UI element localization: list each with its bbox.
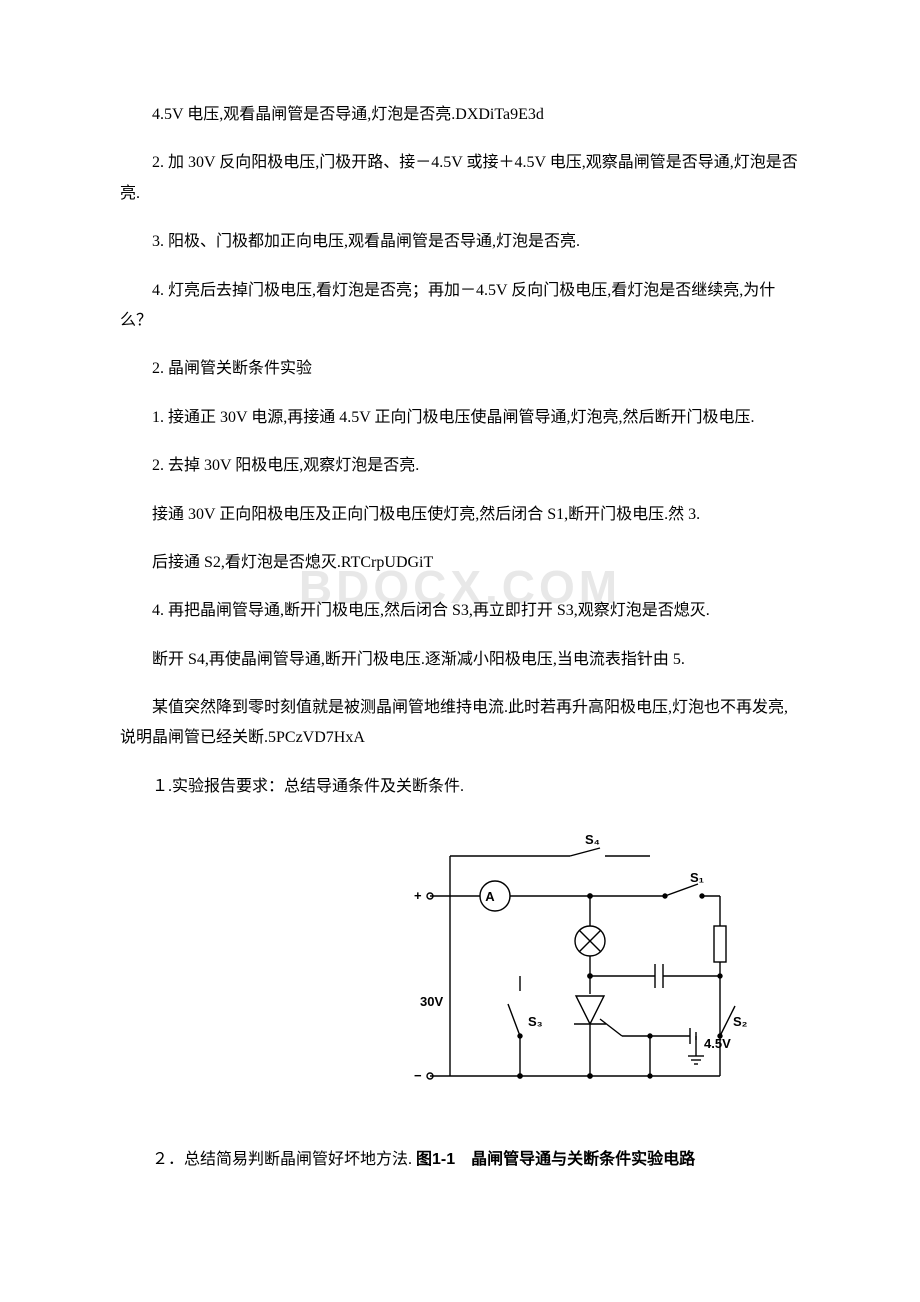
paragraph: 某值突然降到零时刻值就是被测晶闸管地维持电流.此时若再升高阳极电压,灯泡也不再发… (120, 693, 800, 754)
document-body: 4.5V 电压,观看晶闸管是否导通,灯泡是否亮.DXDiTa9E3d 2. 加 … (120, 100, 800, 1176)
v45-label: 4.5V (704, 1036, 731, 1051)
paragraph: 断开 S4,再使晶闸管导通,断开门极电压.逐渐减小阳极电压,当电流表指针由 5. (120, 645, 800, 675)
paragraph-with-caption: ２．总结简易判断晶闸管好坏地方法. 图1-1 晶闸管导通与关断条件实验电路 (120, 1145, 800, 1175)
minus-label: − (414, 1068, 422, 1083)
paragraph: 2. 晶闸管关断条件实验 (120, 354, 800, 384)
paragraph: 2. 加 30V 反向阳极电压,门极开路、接－4.5V 或接＋4.5V 电压,观… (120, 148, 800, 209)
plus-label: + (414, 888, 422, 903)
paragraph: 4. 再把晶闸管导通,断开门极电压,然后闭合 S3,再立即打开 S3,观察灯泡是… (120, 596, 800, 626)
s4-label: S₄ (585, 832, 600, 847)
figure-caption: 图1-1 晶闸管导通与关断条件实验电路 (416, 1151, 695, 1168)
circuit-figure: + − A S₄ S₁ S₂ S₃ 30V 4.5V (120, 826, 800, 1121)
circuit-svg: + − A S₄ S₁ S₂ S₃ 30V 4.5V (390, 826, 750, 1116)
paragraph: 后接通 S2,看灯泡是否熄灭.RTCrpUDGiT (120, 548, 800, 578)
paragraph: 4.5V 电压,观看晶闸管是否导通,灯泡是否亮.DXDiTa9E3d (120, 100, 800, 130)
paragraph: １.实验报告要求：总结导通条件及关断条件. (120, 772, 800, 802)
v30-label: 30V (420, 994, 443, 1009)
s1-label: S₁ (690, 870, 704, 885)
paragraph: 4. 灯亮后去掉门极电压,看灯泡是否亮；再加－4.5V 反向门极电压,看灯泡是否… (120, 276, 800, 337)
ammeter-label: A (485, 889, 495, 904)
paragraph: 2. 去掉 30V 阳极电压,观察灯泡是否亮. (120, 451, 800, 481)
paragraph: 1. 接通正 30V 电源,再接通 4.5V 正向门极电压使晶闸管导通,灯泡亮,… (120, 403, 800, 433)
s3-label: S₃ (528, 1014, 543, 1029)
s2-label: S₂ (733, 1014, 748, 1029)
paragraph: 接通 30V 正向阳极电压及正向门极电压使灯亮,然后闭合 S1,断开门极电压.然… (120, 500, 800, 530)
summary-text: ２．总结简易判断晶闸管好坏地方法. (152, 1151, 416, 1168)
paragraph: 3. 阳极、门极都加正向电压,观看晶闸管是否导通,灯泡是否亮. (120, 227, 800, 257)
